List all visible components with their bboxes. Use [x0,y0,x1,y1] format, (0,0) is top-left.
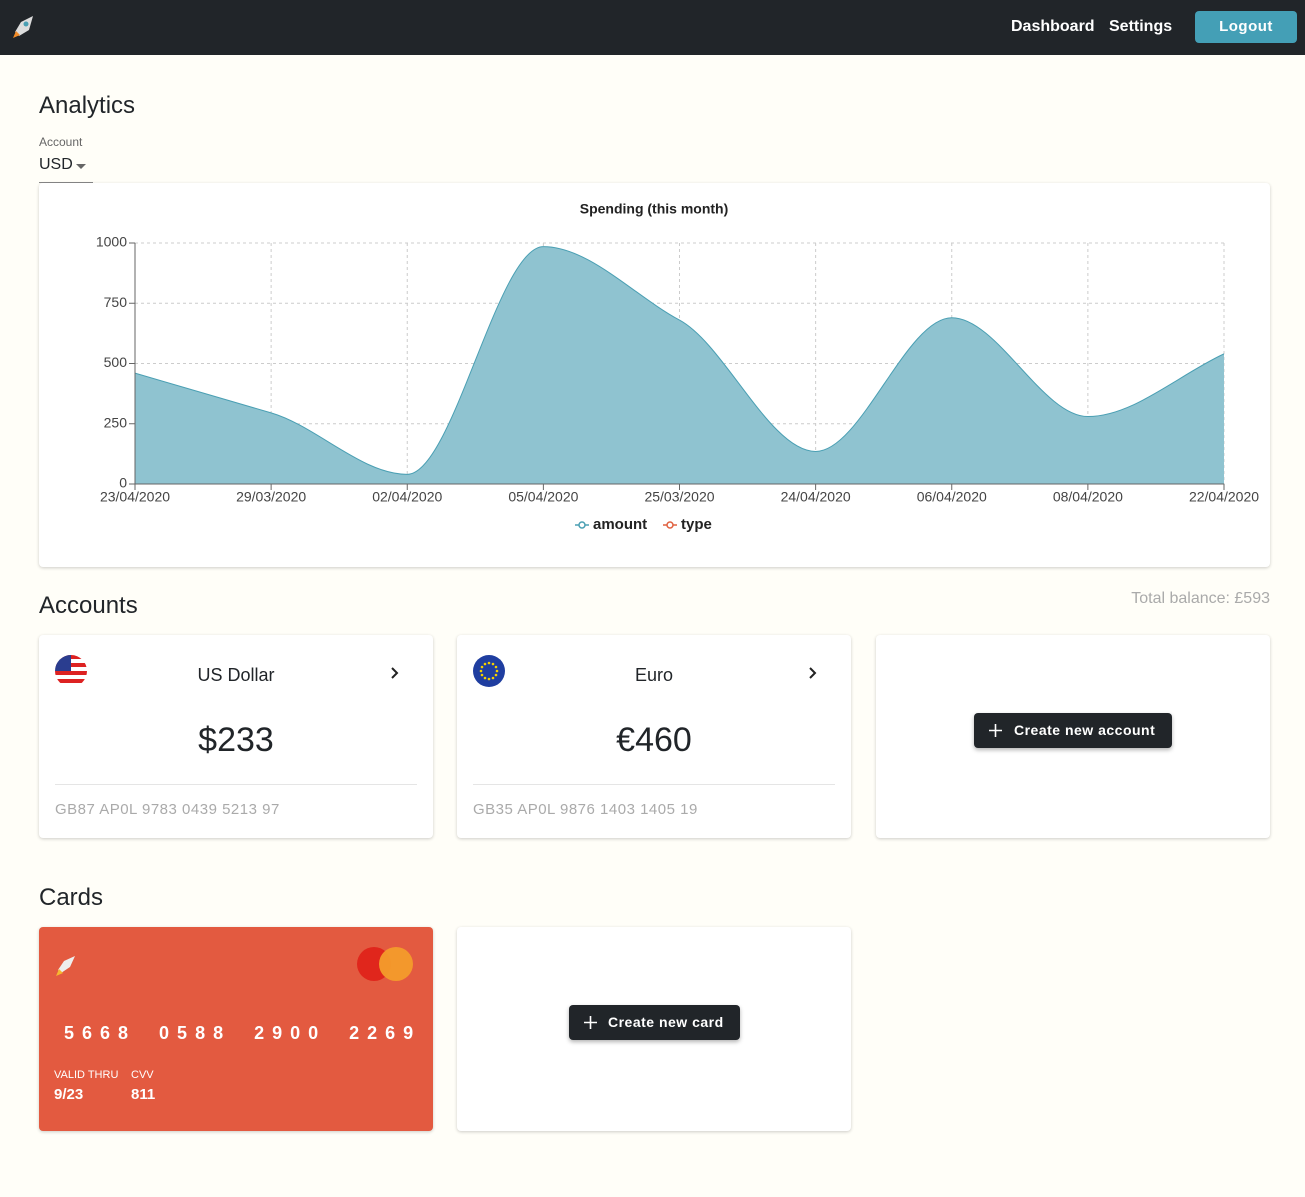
button-label: Create new account [1014,722,1156,738]
x-tick-label: 22/04/2020 [1189,489,1259,505]
account-name: US Dollar [197,665,275,685]
chart-title: Spending (this month) [580,201,729,217]
x-tick-label: 29/03/2020 [236,489,306,505]
legend-label: amount [593,516,647,533]
create-account-card: Create new account [876,635,1270,838]
total-balance: Total balance: £593 [1131,590,1270,607]
mastercard-logo [357,947,413,981]
legend-swatch [666,521,674,529]
area-line [134,246,1225,475]
valid-label: VALID THRU [54,1069,119,1081]
chevron[interactable] [807,666,819,680]
y-tick-label: 0 [119,475,127,491]
flag-us [55,655,87,687]
account-balance: $233 [198,721,274,759]
valid-thru: 9/23 [54,1086,84,1103]
chart-card: Spending (this month) 0 250 500 750 1000 23/0… [39,183,1270,567]
section-title: Cards [39,884,104,911]
create-card-button[interactable]: Create new card [569,1005,740,1040]
account-select[interactable]: USD [39,156,93,183]
legend-label: type [681,516,712,533]
x-tick-label: 06/04/2020 [917,489,987,505]
logout-button[interactable]: Logout [1195,11,1297,43]
button-label: Create new card [608,1014,724,1030]
dropdown-arrow [76,164,86,169]
section-title: Analytics [39,92,136,119]
chevron[interactable] [389,666,401,680]
y-tick-label: 250 [104,414,128,430]
area [135,246,1224,484]
flag-eu [473,655,505,687]
card-logo [56,956,75,976]
y-tick-label: 1000 [96,234,127,250]
create-account-button[interactable]: Create new account [974,713,1172,748]
account-iban: GB35 AP0L 9876 1403 1405 19 [473,801,698,818]
card-number: 5668 0588 2900 2269 [64,1023,422,1043]
x-tick-label: 25/03/2020 [644,489,714,505]
plus-icon [989,724,1002,737]
x-tick-label: 08/04/2020 [1053,489,1123,505]
create-card-card: Create new card [457,927,851,1131]
nav-link[interactable]: Settings [1109,18,1173,35]
divider [55,784,417,785]
plus-icon [584,1016,597,1029]
x-tick-label: 23/04/2020 [100,489,170,505]
y-tick-label: 750 [104,294,128,310]
divider [473,784,835,785]
cvv: 811 [131,1086,156,1103]
logo[interactable] [11,14,37,40]
y-tick-label: 500 [104,354,128,370]
chart: Spending (this month) 0 250 500 750 1000 23/0… [96,201,1259,533]
account-name: Euro [634,665,674,685]
x-tick-label: 24/04/2020 [781,489,851,505]
account-balance: €460 [616,721,692,759]
account-card[interactable]: Euro €460 GB35 AP0L 9876 1403 1405 19 [457,635,851,838]
navbar: Dashboard Settings Logout [0,0,1305,55]
account-iban: GB87 AP0L 9783 0439 5213 97 [55,801,280,818]
select-label: Account [39,135,83,149]
legend-swatch [578,521,586,529]
x-tick-label: 05/04/2020 [508,489,578,505]
account-card[interactable]: US Dollar $233 GB87 AP0L 9783 0439 5213 … [39,635,433,838]
x-tick-label: 02/04/2020 [372,489,442,505]
section-title: Accounts [39,592,138,619]
payment-card[interactable]: 5668 0588 2900 2269 VALID THRU 9/23 CVV … [39,927,433,1131]
cvv-label: CVV [131,1069,154,1081]
select-value: USD [39,156,73,173]
nav-link[interactable]: Dashboard [1011,18,1095,35]
